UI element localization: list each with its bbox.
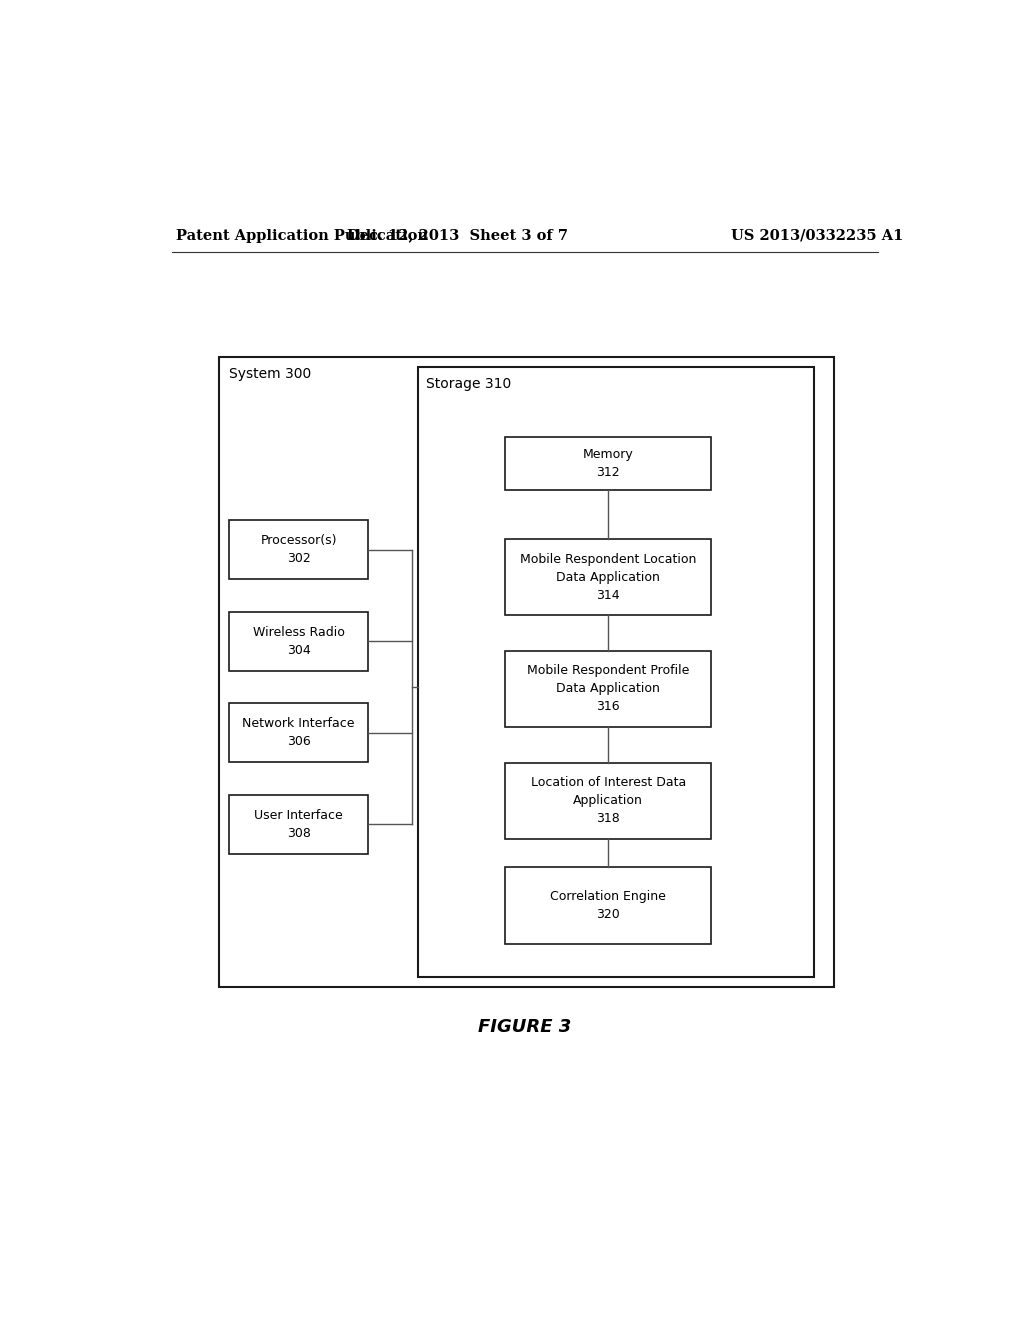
- Bar: [505, 763, 712, 840]
- Bar: [505, 437, 712, 490]
- Bar: [229, 611, 368, 671]
- Bar: [229, 704, 368, 762]
- Text: FIGURE 3: FIGURE 3: [478, 1019, 571, 1036]
- Text: Patent Application Publication: Patent Application Publication: [176, 228, 428, 243]
- Bar: [505, 651, 712, 727]
- Text: Wireless Radio
304: Wireless Radio 304: [253, 626, 344, 656]
- Text: Storage 310: Storage 310: [426, 378, 511, 391]
- Text: Network Interface
306: Network Interface 306: [243, 717, 355, 748]
- Bar: [229, 795, 368, 854]
- Text: User Interface
308: User Interface 308: [254, 809, 343, 840]
- Text: Correlation Engine
320: Correlation Engine 320: [550, 890, 666, 921]
- Bar: [505, 539, 712, 615]
- Bar: [229, 520, 368, 579]
- Text: Mobile Respondent Location
Data Application
314: Mobile Respondent Location Data Applicat…: [520, 553, 696, 602]
- Bar: [219, 356, 835, 987]
- Text: US 2013/0332235 A1: US 2013/0332235 A1: [731, 228, 903, 243]
- Text: Processor(s)
302: Processor(s) 302: [260, 535, 337, 565]
- Text: System 300: System 300: [228, 367, 311, 380]
- Text: Location of Interest Data
Application
318: Location of Interest Data Application 31…: [530, 776, 686, 825]
- Text: Memory
312: Memory 312: [583, 447, 634, 479]
- Text: Dec. 12, 2013  Sheet 3 of 7: Dec. 12, 2013 Sheet 3 of 7: [347, 228, 568, 243]
- Bar: [418, 367, 814, 977]
- Text: Mobile Respondent Profile
Data Application
316: Mobile Respondent Profile Data Applicati…: [527, 664, 689, 714]
- Bar: [505, 867, 712, 944]
